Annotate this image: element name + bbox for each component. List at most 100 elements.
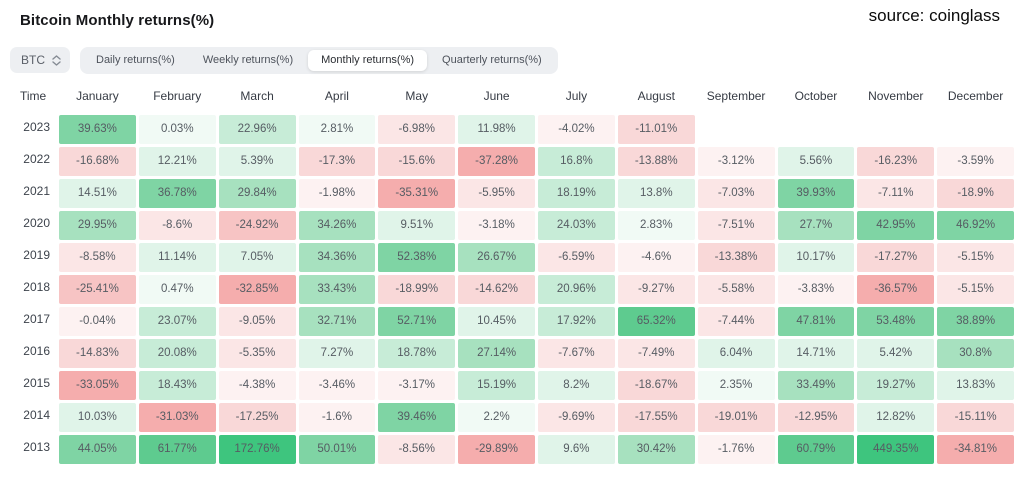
return-cell: -4.38% (218, 371, 296, 400)
return-cell: 7.05% (218, 243, 296, 272)
return-cell: -1.98% (298, 179, 376, 208)
table-row: 2015 -33.05% 18.43% -4.38% -3.46% -3.17% 15.19… (10, 371, 1014, 400)
return-cell: -37.28% (458, 147, 535, 176)
return-cell: -14.83% (59, 339, 136, 368)
returns-period-tabs: Daily returns(%) Weekly returns(%) Monthly… (80, 46, 558, 74)
return-cell: -13.38% (697, 243, 775, 272)
return-cell: 29.84% (218, 179, 296, 208)
return-cell: -5.58% (697, 275, 775, 304)
column-header: November (868, 89, 924, 103)
tab-daily[interactable]: Daily returns(%) (83, 50, 188, 71)
return-cell: 20.08% (138, 339, 216, 368)
return-cell (778, 115, 855, 144)
table-row: 2018 -25.41% 0.47% -32.85% 33.43% -18.99% -14.… (10, 275, 1014, 304)
tab-quarterly[interactable]: Quarterly returns(%) (429, 50, 555, 71)
return-cell: -3.18% (458, 211, 535, 240)
return-cell: -35.31% (378, 179, 456, 208)
return-cell: -0.04% (59, 307, 136, 336)
table-row: 2023 39.63% 0.03% 22.96% 2.81% -6.98% 11.98% -4… (10, 115, 1014, 144)
symbol-select[interactable]: BTC (10, 47, 70, 73)
return-cell: 5.39% (218, 147, 296, 176)
year-label: 2018 (23, 280, 50, 294)
return-cell: 5.42% (857, 339, 935, 368)
return-cell: -3.59% (937, 147, 1014, 176)
return-cell (937, 115, 1014, 144)
return-cell: 17.92% (538, 307, 615, 336)
return-cell: 44.05% (59, 435, 136, 464)
return-cell: -5.95% (458, 179, 535, 208)
return-cell (698, 115, 775, 144)
return-cell: 52.71% (378, 307, 456, 336)
return-cell: -15.11% (937, 403, 1014, 432)
return-cell: -15.6% (378, 147, 456, 176)
column-header: April (324, 89, 349, 103)
return-cell: -24.92% (218, 211, 296, 240)
return-cell: 449.35% (857, 435, 935, 464)
return-cell: 50.01% (298, 435, 376, 464)
source-label: source: coinglass (868, 6, 1000, 25)
return-cell: -4.02% (538, 115, 615, 144)
return-cell: 34.26% (298, 211, 376, 240)
return-cell: -18.9% (937, 179, 1014, 208)
return-cell: 30.8% (937, 339, 1014, 368)
return-cell: 52.38% (378, 243, 456, 272)
return-cell: -7.49% (617, 339, 695, 368)
topbar: Bitcoin Monthly returns(%) source: coing… (10, 6, 1014, 40)
return-cell: -34.81% (937, 435, 1014, 464)
column-header: January (76, 89, 119, 103)
return-cell: 60.79% (777, 435, 855, 464)
return-cell: 10.45% (458, 307, 535, 336)
return-cell: 12.82% (857, 403, 935, 432)
return-cell: -7.67% (538, 339, 615, 368)
tab-weekly[interactable]: Weekly returns(%) (190, 50, 306, 71)
return-cell: -9.05% (218, 307, 296, 336)
return-cell: -11.01% (617, 115, 695, 144)
column-header: July (565, 89, 588, 103)
return-cell: 9.51% (378, 211, 456, 240)
table-row: 2022 -16.68% 12.21% 5.39% -17.3% -15.6% -37.28… (10, 147, 1014, 176)
column-header: October (794, 89, 838, 103)
toolbar: BTC Daily returns(%) Weekly returns(%) Mon… (10, 46, 1014, 74)
year-label: 2014 (23, 408, 50, 422)
return-cell: 14.71% (777, 339, 855, 368)
return-cell: 12.21% (138, 147, 216, 176)
return-cell: -36.57% (857, 275, 935, 304)
year-label: 2021 (23, 184, 50, 198)
return-cell: 18.19% (538, 179, 615, 208)
year-label: 2016 (23, 344, 50, 358)
return-cell: 18.78% (378, 339, 456, 368)
return-cell: 13.8% (617, 179, 695, 208)
return-cell: -16.23% (857, 147, 935, 176)
return-cell: 2.83% (617, 211, 695, 240)
return-cell: -18.99% (378, 275, 456, 304)
table-header-row: Time January February March April May June July… (10, 84, 1014, 108)
return-cell: 27.7% (777, 211, 855, 240)
table-row: 2014 10.03% -31.03% -17.25% -1.6% 39.46% 2.2% -… (10, 403, 1014, 432)
return-cell: -7.44% (697, 307, 775, 336)
year-label: 2015 (23, 376, 50, 390)
return-cell: 20.96% (538, 275, 615, 304)
return-cell: 23.07% (138, 307, 216, 336)
return-cell: -5.15% (937, 243, 1014, 272)
return-cell: -31.03% (138, 403, 216, 432)
return-cell: 36.78% (138, 179, 216, 208)
tab-monthly[interactable]: Monthly returns(%) (308, 49, 428, 71)
table-row: 2020 29.95% -8.6% -24.92% 34.26% 9.51% -3.18% 2… (10, 211, 1014, 240)
select-spinner-icon (52, 54, 61, 66)
year-label: 2020 (23, 216, 50, 230)
column-header: September (706, 89, 766, 103)
return-cell: -9.69% (538, 403, 615, 432)
return-cell: -3.17% (378, 371, 456, 400)
return-cell: -8.56% (378, 435, 456, 464)
table-row: 2017 -0.04% 23.07% -9.05% 32.71% 52.71% 10.45%… (10, 307, 1014, 336)
return-cell: -19.01% (697, 403, 775, 432)
return-cell: -16.68% (59, 147, 136, 176)
return-cell: 30.42% (617, 435, 695, 464)
year-label: 2022 (23, 152, 50, 166)
return-cell: 11.98% (458, 115, 535, 144)
return-cell: 24.03% (538, 211, 615, 240)
return-cell: 38.89% (937, 307, 1014, 336)
return-cell: -14.62% (458, 275, 535, 304)
return-cell: 10.03% (59, 403, 136, 432)
return-cell: 10.17% (777, 243, 855, 272)
